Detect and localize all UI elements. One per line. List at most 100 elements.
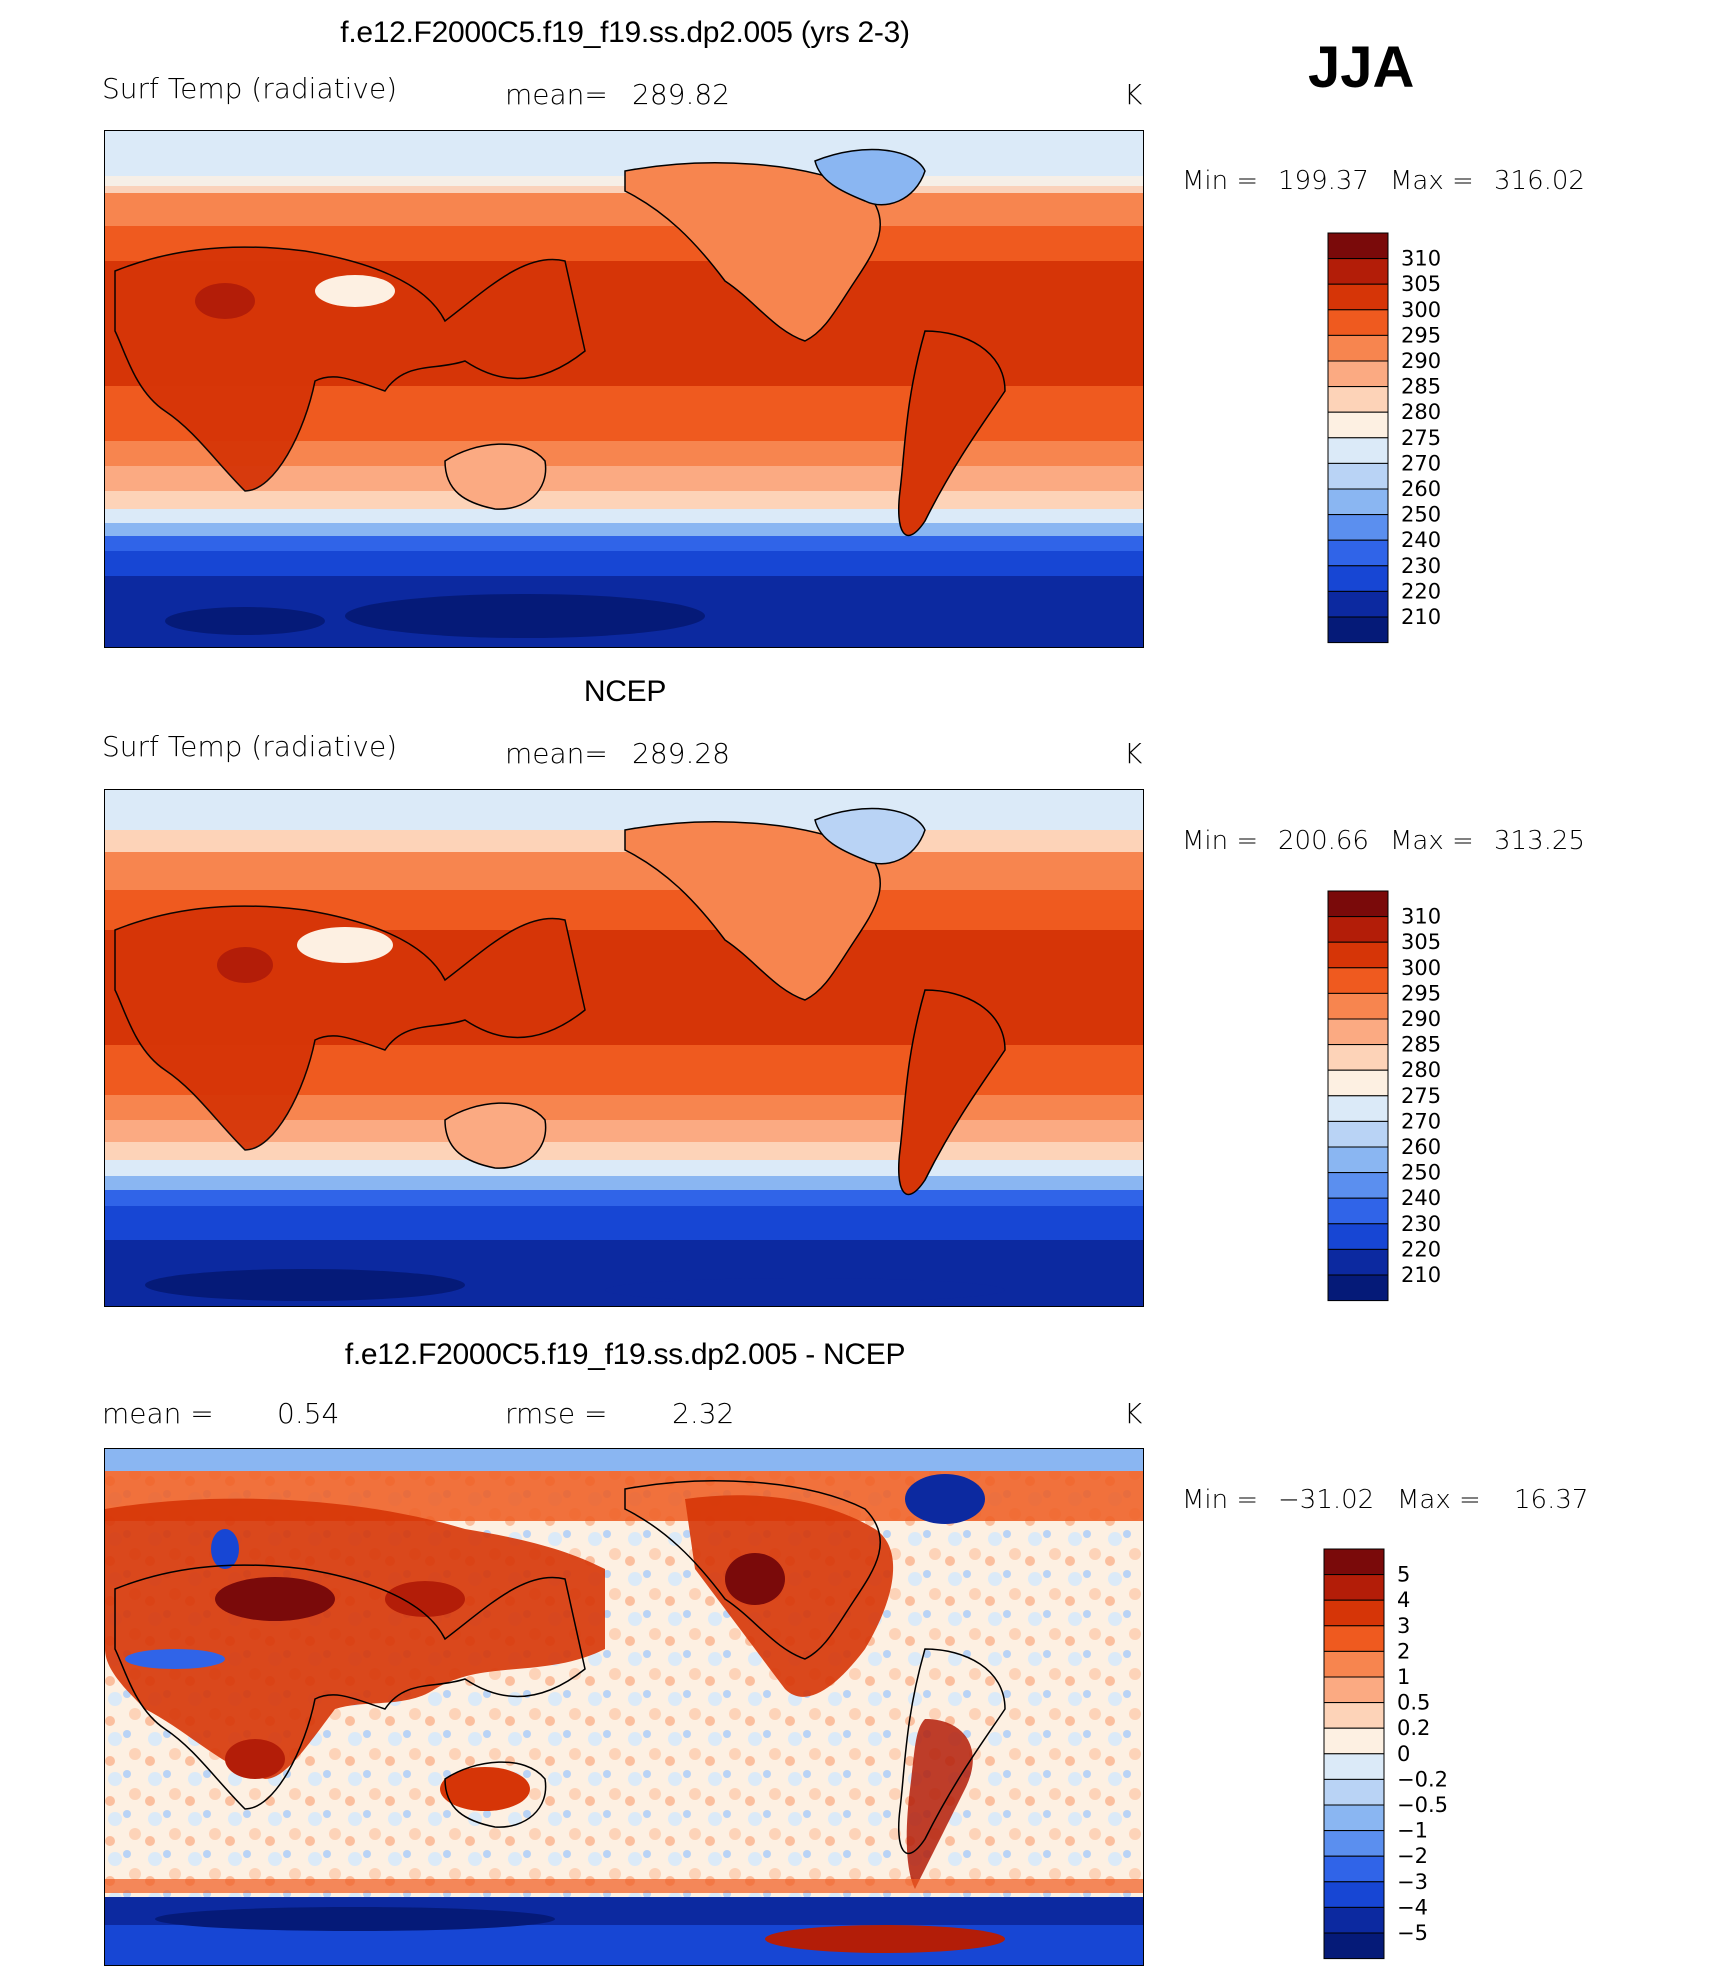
panel3-mean-value: 0.54 [277,1397,340,1430]
colorbar-swatch [1327,1223,1389,1250]
colorbar-tick-label: 2 [1397,1639,1410,1663]
colorbar-tick-label: 270 [1401,451,1441,475]
colorbar-tick-label: 300 [1401,298,1441,322]
colorbar-tick-label: 230 [1401,1212,1441,1236]
colorbar-swatch [1323,1702,1385,1729]
colorbar-tick-label: 290 [1401,1007,1441,1031]
colorbar-tick-label: −5 [1397,1921,1428,1945]
panel2-min-label: Min = [1182,826,1259,856]
colorbar-swatch [1327,941,1389,969]
colorbar-swatch [1327,309,1389,336]
panel1-max-value: 316.02 [1494,166,1585,196]
panel2-mean-label: mean= [505,737,608,770]
colorbar-tick-label: 210 [1401,605,1441,629]
panel2-title: NCEP [583,675,667,708]
colorbar-swatch [1327,539,1389,567]
colorbar-tick-label: 295 [1401,981,1441,1005]
panel1-max-label: Max = [1390,166,1474,196]
colorbar-swatch [1327,1274,1389,1302]
colorbar-tick-label: −3 [1397,1870,1428,1894]
colorbar-swatch [1323,1727,1385,1755]
panel2-map-svg [105,790,1143,1306]
colorbar-tick-label: 220 [1401,1237,1441,1261]
colorbar-tick-label: −4 [1397,1895,1428,1919]
panel2-max-value: 313.25 [1494,826,1585,856]
colorbar-svg: 3103053002952902852802752702602502402302… [1327,890,1441,1302]
colorbar-swatch [1327,1095,1389,1122]
panel1-variable: Surf Temp (radiative) [102,72,398,105]
colorbar-swatch [1327,616,1389,644]
panel3-rmse-label: rmse = [505,1397,608,1430]
colorbar-tick-label: 285 [1401,375,1441,399]
panel3-rmse-value: 2.32 [672,1397,735,1430]
panel1-mean-value: 289.82 [632,78,730,111]
colorbar-tick-label: 270 [1401,1109,1441,1133]
colorbar-tick-label: 0.5 [1397,1691,1430,1715]
panel1-map [104,130,1144,648]
colorbar-tick-label: 295 [1401,323,1441,347]
panel1-min-value: 199.37 [1278,166,1369,196]
colorbar-swatch [1323,1881,1385,1908]
colorbar-swatch [1327,1069,1389,1097]
panel3-mean-label: mean = [102,1397,214,1430]
colorbar-tick-label: 310 [1401,247,1441,271]
colorbar-swatch [1327,1018,1389,1046]
colorbar-tick-label: −2 [1397,1844,1428,1868]
colorbar-tick-label: 305 [1401,930,1441,954]
colorbar-tick-label: 220 [1401,579,1441,603]
panel2-colorbar: 310 305 300 295 290 285 280 275 270 260 250 240 230 2… [1327,890,1441,1309]
colorbar-tick-label: −0.5 [1397,1793,1448,1817]
panel1-colorbar: 310 305 300 295 290 285 280 275 270 260 250 240 230 2… [1327,232,1441,651]
colorbar-tick-label: 3 [1397,1614,1410,1638]
colorbar-swatch [1327,1120,1389,1148]
colorbar-swatch [1327,462,1389,490]
colorbar-tick-label: 250 [1401,503,1441,527]
colorbar-swatch [1327,1044,1389,1071]
colorbar-swatch [1323,1650,1385,1678]
colorbar-swatch [1327,890,1389,918]
colorbar-swatch [1327,283,1389,311]
panel2-variable: Surf Temp (radiative) [102,730,398,763]
colorbar-tick-label: 305 [1401,272,1441,296]
colorbar-swatch [1327,258,1389,285]
colorbar-tick-label: 260 [1401,477,1441,501]
colorbar-swatch [1323,1548,1385,1576]
colorbar-swatch [1323,1676,1385,1704]
colorbar-swatch [1323,1778,1385,1806]
colorbar-swatch [1323,1830,1385,1857]
colorbar-tick-label: 240 [1401,1186,1441,1210]
colorbar-swatch [1327,1197,1389,1225]
colorbar-tick-label: 260 [1401,1135,1441,1159]
colorbar-swatch [1323,1753,1385,1780]
colorbar-swatch [1327,565,1389,592]
panel3-max-value: 16.37 [1514,1485,1589,1515]
colorbar-tick-label: 300 [1401,956,1441,980]
colorbar-swatch [1327,488,1389,516]
colorbar-swatch [1327,1172,1389,1199]
colorbar-swatch [1323,1574,1385,1601]
panel2-map [104,789,1144,1307]
colorbar-swatch [1327,411,1389,439]
panel1-min-label: Min = [1182,166,1259,196]
colorbar-swatch [1327,360,1389,388]
colorbar-tick-label: 210 [1401,1263,1441,1287]
colorbar-swatch [1327,437,1389,464]
colorbar-swatch [1327,514,1389,541]
panel2-min-value: 200.66 [1278,826,1369,856]
colorbar-tick-label: 230 [1401,554,1441,578]
colorbar-tick-label: 280 [1401,400,1441,424]
panel3-map-svg [105,1449,1143,1965]
colorbar-swatch [1327,1248,1389,1276]
colorbar-tick-label: 290 [1401,349,1441,373]
season-label: JJA [1308,35,1415,100]
panel2-units: K [1124,737,1143,770]
colorbar-swatch [1327,1146,1389,1174]
colorbar-tick-label: 310 [1401,905,1441,929]
colorbar-tick-label: 1 [1397,1665,1410,1689]
colorbar-tick-label: 4 [1397,1588,1410,1612]
colorbar-tick-label: 5 [1397,1563,1410,1587]
colorbar-tick-label: 285 [1401,1033,1441,1057]
panel3-title: f.e12.F2000C5.f19_f19.ss.dp2.005 - NCEP [344,1338,906,1371]
colorbar-swatch [1327,590,1389,618]
